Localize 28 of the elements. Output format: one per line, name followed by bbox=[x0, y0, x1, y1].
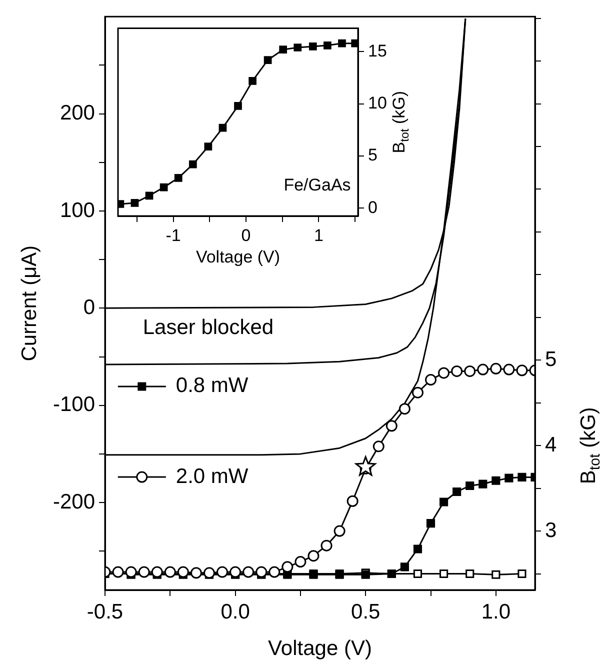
y2-axis-title: Btot (kG) bbox=[390, 90, 412, 154]
y-axis-title: Current (μA) bbox=[18, 245, 41, 362]
y2-tick-label: 5 bbox=[368, 146, 378, 165]
x-tick-label: -1 bbox=[166, 226, 181, 245]
y2-tick-label: 4 bbox=[545, 433, 557, 456]
y-tick-label: -100 bbox=[52, 393, 95, 416]
y-tick-label: -200 bbox=[52, 490, 95, 514]
y2-tick-label: 3 bbox=[545, 518, 557, 542]
y2-tick-label: 10 bbox=[368, 94, 387, 113]
legend-label: 2.0 mW bbox=[176, 464, 248, 488]
legend-label: 0.8 mW bbox=[176, 374, 248, 398]
y2-tick-label: 15 bbox=[368, 41, 387, 60]
y-tick-label: 200 bbox=[60, 102, 95, 125]
x-tick-label: 1 bbox=[314, 226, 324, 245]
x-axis-title: Voltage (V) bbox=[268, 636, 372, 660]
y2-tick-label: 0 bbox=[368, 198, 378, 217]
annotation: Fe/GaAs bbox=[284, 176, 351, 195]
y2-tick-label: 5 bbox=[545, 348, 557, 371]
x-tick-label: 1.0 bbox=[481, 600, 511, 624]
y2-axis-title: Btot (kG) bbox=[576, 407, 604, 484]
x-tick-label: 0 bbox=[241, 226, 251, 245]
x-tick-label: -0.5 bbox=[86, 600, 124, 624]
y-tick-label: 0 bbox=[83, 296, 95, 319]
x-tick-label: 0.0 bbox=[220, 600, 250, 624]
y-tick-label: 100 bbox=[60, 198, 95, 222]
annotation: Laser blocked bbox=[142, 316, 274, 339]
x-axis-title: Voltage (V) bbox=[196, 248, 280, 267]
x-tick-label: 0.5 bbox=[351, 600, 380, 624]
